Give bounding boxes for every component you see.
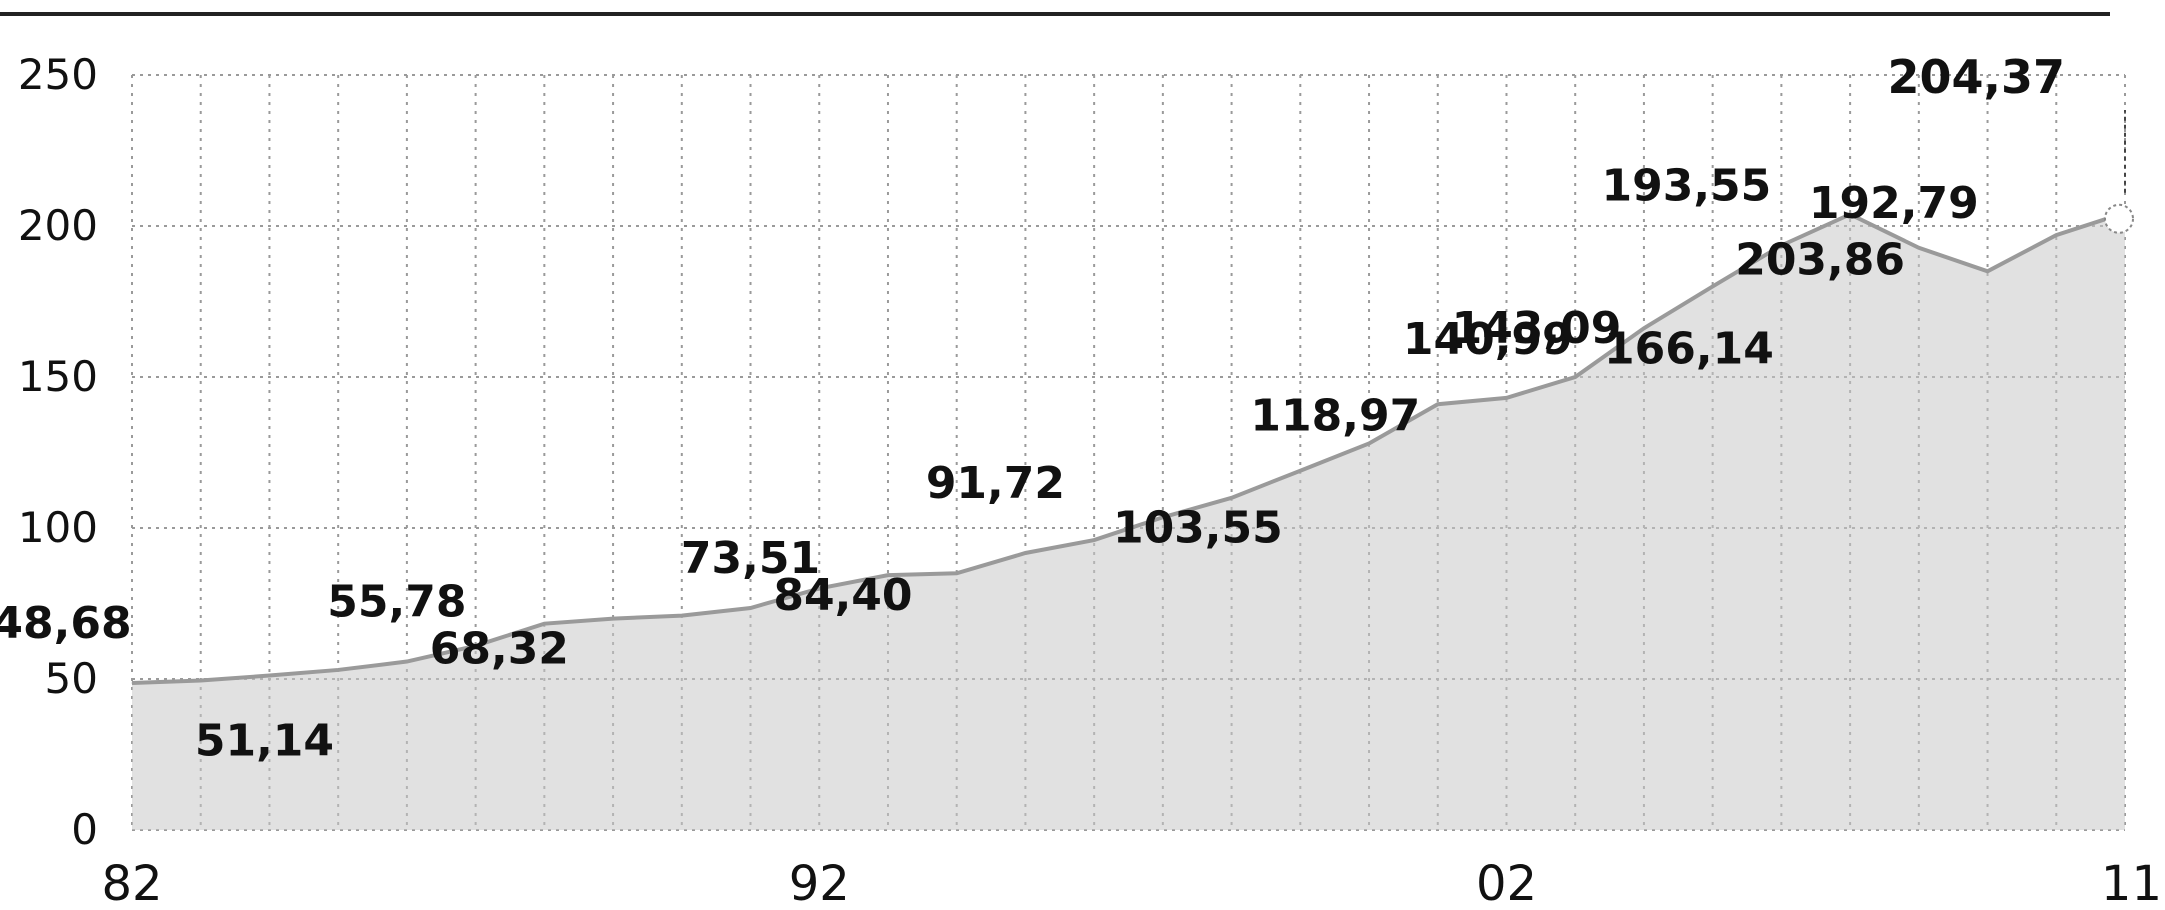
data-point: [1162, 516, 1164, 518]
data-point: [818, 587, 820, 589]
data-point: [1712, 285, 1714, 287]
y-tick-label: 0: [71, 805, 98, 854]
data-point: [956, 572, 958, 574]
x-tick-label: 82: [101, 856, 162, 910]
data-label: 118,97: [1250, 391, 1420, 442]
data-label: 204,37: [1887, 50, 2065, 104]
data-point: [131, 682, 133, 684]
data-label: 51,14: [195, 716, 334, 767]
data-point: [268, 675, 270, 677]
x-tick-label: 11: [2101, 856, 2162, 910]
y-tick-label: 200: [18, 201, 98, 250]
end-marker: [2104, 203, 2134, 234]
area-fill: [132, 212, 2125, 830]
data-point: [1437, 403, 1439, 405]
data-point: [1024, 552, 1026, 554]
data-point: [612, 618, 614, 620]
data-label: 68,32: [430, 624, 569, 675]
data-point: [543, 623, 545, 625]
data-point: [406, 661, 408, 663]
data-label: 73,51: [681, 533, 820, 584]
data-label: 143,09: [1452, 303, 1622, 354]
data-label: 166,14: [1604, 323, 1774, 374]
data-point: [1918, 247, 1920, 249]
data-point: [475, 645, 477, 647]
data-point: [2055, 234, 2057, 236]
data-point: [1574, 376, 1576, 378]
data-point: [1849, 213, 1851, 215]
data-point: [887, 574, 889, 576]
area-series: [131, 110, 2134, 830]
data-label: 203,86: [1735, 234, 1905, 285]
data-point: [1093, 539, 1095, 541]
y-tick-label: 50: [45, 654, 98, 703]
x-tick-label: 92: [789, 856, 850, 910]
data-label: 103,55: [1113, 502, 1283, 553]
data-label: 140,99: [1403, 314, 1573, 365]
y-tick-label: 150: [18, 352, 98, 401]
data-point: [1987, 270, 1989, 272]
y-tick-label: 100: [18, 503, 98, 552]
data-point: [1780, 244, 1782, 246]
axes: 0 50 100 150 200 250 82 92 02 11: [0, 12, 2162, 910]
data-label: 91,72: [926, 458, 1065, 509]
data-point: [1643, 327, 1645, 329]
series-line: [131, 210, 2126, 685]
data-label: 55,78: [327, 577, 466, 628]
data-point: [200, 680, 202, 682]
data-point: [750, 607, 752, 609]
data-point: [1368, 442, 1370, 444]
y-tick-label: 250: [18, 50, 98, 99]
data-point: [1231, 497, 1233, 499]
data-point: [681, 615, 683, 617]
x-tick-label: 02: [1476, 856, 1537, 910]
data-label: 192,79: [1809, 178, 1979, 229]
data-label: 84,40: [773, 570, 912, 621]
data-point: [1299, 470, 1301, 472]
data-point: [337, 669, 339, 671]
data-label: 48,68: [0, 598, 132, 649]
data-point: [1505, 397, 1507, 399]
data-label: 193,55: [1601, 160, 1771, 211]
